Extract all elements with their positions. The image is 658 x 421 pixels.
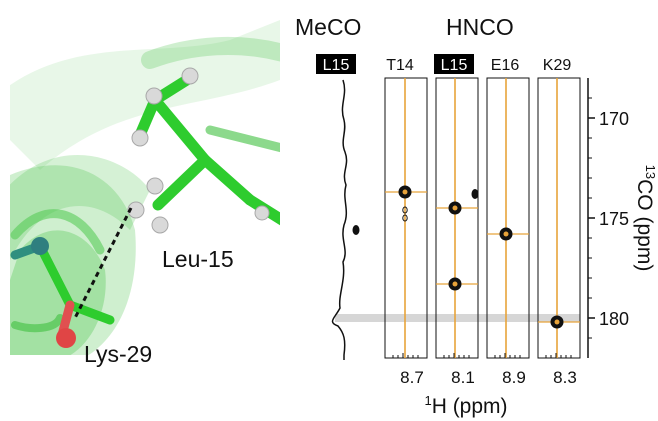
h-axis-superscript: 1 [424,393,431,408]
strip-frame [435,77,479,359]
backbone-tube [141,36,280,69]
helix-ribbon [10,230,106,355]
peak-contour [550,315,564,329]
hnco-title: HNCO [446,14,514,40]
meco-title: MeCO [295,14,361,40]
backbone-tube [11,314,64,333]
leu-15-label: Leu-15 [162,246,234,272]
helix-ribbon [10,155,150,260]
lys-29-label: Lys-29 [84,341,152,367]
backbone-tube [205,125,280,153]
h-axis-tick-label: 8.3 [553,368,577,387]
strip-frame [537,77,581,359]
h-axis-text: H (ppm) [432,395,508,418]
leu-15-side-chain [134,72,280,226]
oxygen-atom [56,328,76,348]
meco-trace [331,79,348,360]
peak-contour [398,185,412,199]
strip-frame [384,77,428,359]
peak-contour [499,227,513,241]
peak-contour [402,206,408,214]
co-axis-tick-label: 175 [599,209,629,229]
molecular-structure-panel: Leu-15 Lys-29 [10,20,280,367]
peak-contour [402,214,408,222]
edge-peak [352,225,360,235]
h-axis-tick-label: 8.7 [400,368,424,387]
co-axis-superscript: 13 [643,165,658,179]
co-axis-text: CO (ppm) [633,179,656,271]
strip-label: K29 [543,57,572,74]
hydrogen-atoms [127,67,270,234]
lys-29-fragment [10,237,115,348]
co-axis-tick-label: 180 [599,309,629,329]
strip-label: T14 [386,57,414,74]
co-axis-tick-label: 170 [599,109,629,129]
strip-label: E16 [491,57,520,74]
strip-label-box [434,54,474,74]
strip-k29 [537,77,581,359]
edge-peak [471,189,479,199]
strip-l15 [435,77,479,359]
h-axis-tick-label: 8.9 [502,368,526,387]
strip-label: L15 [323,57,350,74]
strip-label-box [316,54,356,74]
h-axis-tick-label: 8.1 [451,368,475,387]
strip-t14 [384,77,428,359]
co-axis-label: 13CO (ppm) [633,165,658,272]
h-axis-label: 1H (ppm) [424,393,507,418]
peak-contour [448,201,462,215]
helix-ribbon [10,20,280,170]
strip-e16 [486,77,530,359]
backbone-tube [10,209,105,255]
strip-frame [486,77,530,359]
distance-line [73,207,133,319]
spectra-panel: MeCO HNCO L15 T14 L15 E16 K29 170 175 180 13CO… [295,14,658,418]
highlight-band [335,314,580,322]
co-axis: 170 175 180 [587,78,629,358]
peak-contour [448,277,462,291]
strip-label: L15 [441,57,468,74]
